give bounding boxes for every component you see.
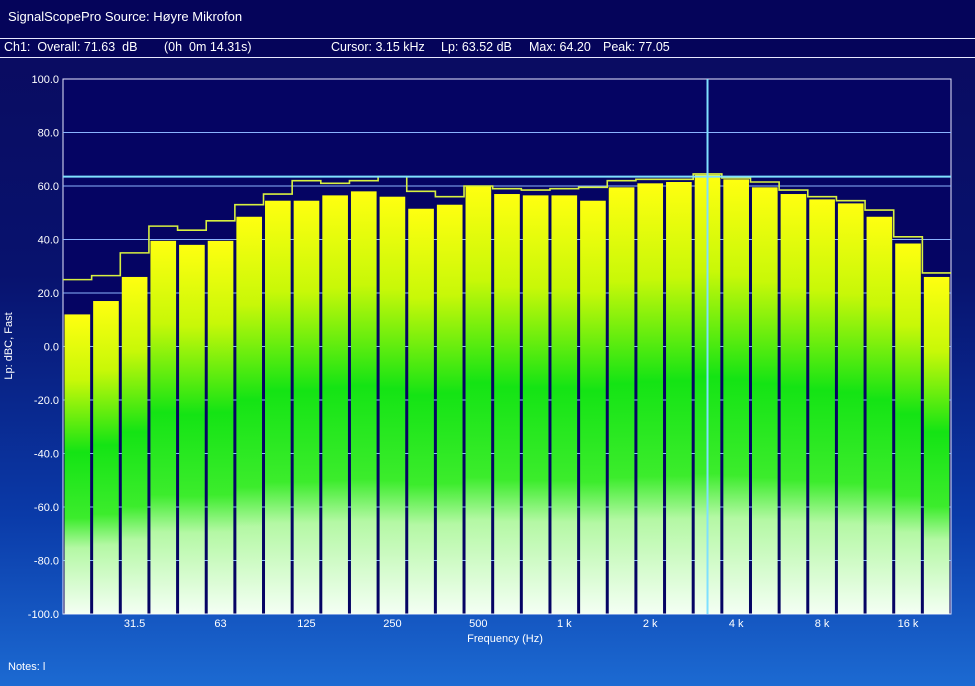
spectrum-bar [236, 216, 263, 614]
spectrum-bar [780, 194, 807, 614]
x-tick-label: 250 [383, 618, 401, 630]
x-tick-label: 125 [297, 618, 315, 630]
spectrum-bar [379, 196, 406, 614]
x-tick-label: 2 k [643, 618, 658, 630]
spectrum-bar [64, 314, 91, 614]
elapsed-time-readout: (0h 0m 14.31s) [164, 40, 252, 54]
spectrum-bar [923, 276, 950, 614]
spectrum-bar [895, 243, 921, 614]
spectrum-bar [580, 200, 606, 614]
spectrum-bar [350, 191, 377, 614]
y-tick-label: -100.0 [28, 609, 59, 621]
max-hold-line [63, 173, 951, 281]
status-bar: Ch1: Overall: 71.63 dB (0h 0m 14.31s) Cu… [0, 39, 975, 58]
spectrum-bar [551, 195, 578, 615]
spectrum-bar [207, 240, 234, 614]
cursor-lp-readout: Lp: 63.52 dB [441, 40, 512, 54]
x-tick-label: 1 k [557, 618, 572, 630]
x-tick-label: 16 k [898, 618, 919, 630]
y-axis-label: Lp: dBC, Fast [3, 312, 15, 379]
y-tick-label: 100.0 [31, 74, 59, 86]
spectrum-bar [265, 200, 291, 614]
y-tick-label: 0.0 [44, 342, 59, 354]
x-tick-label: 500 [469, 618, 487, 630]
y-tick-label: -20.0 [34, 395, 59, 407]
spectrum-bar [121, 276, 148, 614]
max-level-readout: Max: 64.20 [529, 40, 591, 54]
spectrum-bar [637, 183, 664, 614]
cursor-frequency-readout: Cursor: 3.15 kHz [331, 40, 425, 54]
spectrum-bar [837, 203, 864, 614]
y-tick-label: 80.0 [38, 128, 59, 140]
spectrum-bar [293, 200, 320, 614]
y-tick-label: -40.0 [34, 449, 59, 461]
spectrum-bar [465, 186, 492, 614]
spectrum-bar [150, 240, 177, 614]
spectrum-bar [408, 208, 434, 615]
x-tick-label: 8 k [815, 618, 830, 630]
overall-level-readout: Ch1: Overall: 71.63 dB [4, 40, 138, 54]
spectrum-bar [436, 204, 463, 614]
notes-field[interactable]: Notes: l [8, 661, 46, 673]
y-tick-label: -60.0 [34, 502, 59, 514]
peak-level-readout: Peak: 77.05 [603, 40, 670, 54]
spectrum-bar [93, 301, 119, 614]
y-tick-label: -80.0 [34, 556, 59, 568]
title-bar: SignalScopePro Source: Høyre Mikrofon [0, 0, 975, 39]
spectrum-bar [322, 195, 348, 615]
app-title: SignalScopePro Source: Høyre Mikrofon [8, 9, 243, 24]
x-tick-label: 4 k [729, 618, 744, 630]
x-tick-label: 31.5 [124, 618, 145, 630]
spectrum-bar [751, 187, 778, 614]
spectrum-bar [522, 195, 549, 615]
y-tick-label: 20.0 [38, 288, 59, 300]
spectrum-bar [666, 181, 692, 615]
spectrum-bar [494, 194, 520, 614]
x-tick-label: 63 [214, 618, 226, 630]
spectrum-bar [179, 244, 205, 614]
spectrum-bar [866, 216, 893, 614]
spectrum-bar [723, 179, 749, 614]
y-tick-label: 40.0 [38, 235, 59, 247]
y-tick-label: 60.0 [38, 181, 59, 193]
x-axis-label: Frequency (Hz) [467, 633, 543, 645]
spectrum-bar [809, 199, 835, 614]
spectrum-bar [608, 187, 635, 614]
